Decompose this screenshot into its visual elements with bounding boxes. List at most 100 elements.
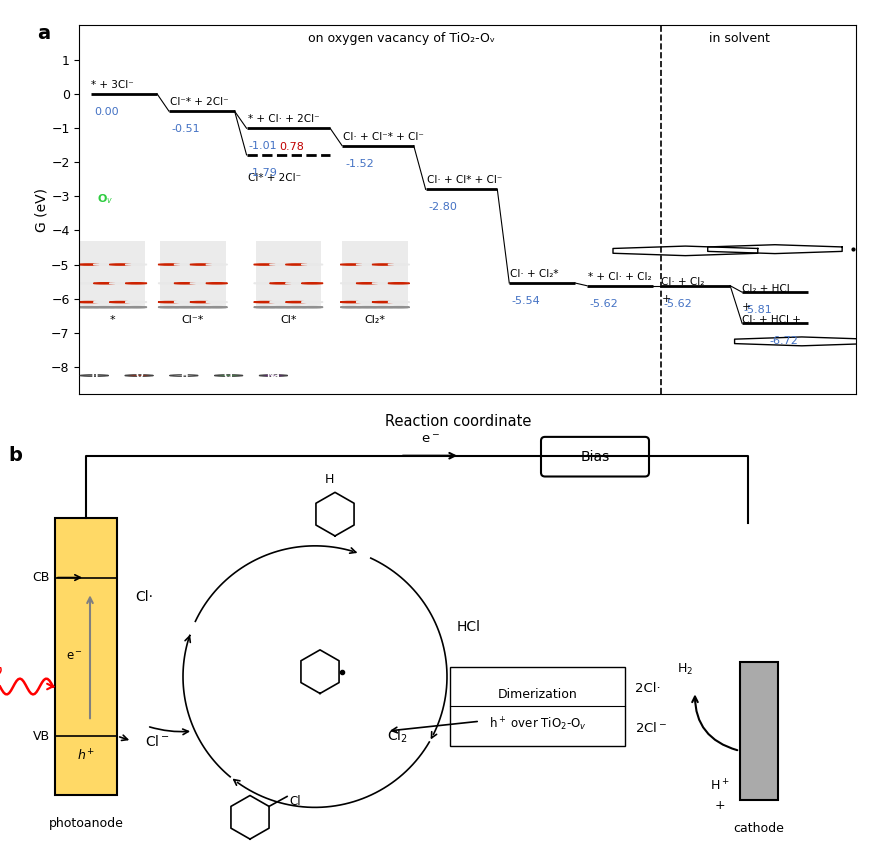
Text: H$^+$: H$^+$ [710, 778, 729, 793]
Text: a: a [38, 24, 50, 42]
Circle shape [125, 307, 146, 308]
Text: Cl₂ + HCl: Cl₂ + HCl [742, 284, 790, 294]
Circle shape [190, 302, 212, 303]
Circle shape [78, 302, 99, 303]
Text: Cl* + 2Cl⁻: Cl* + 2Cl⁻ [248, 173, 301, 182]
Circle shape [356, 302, 377, 303]
Circle shape [78, 282, 99, 284]
Text: b: b [8, 446, 22, 465]
Circle shape [259, 375, 288, 377]
Text: 0.78: 0.78 [279, 142, 303, 153]
Text: +: + [714, 799, 725, 812]
Circle shape [356, 307, 377, 308]
Circle shape [93, 302, 115, 303]
Text: Cl*: Cl* [280, 315, 296, 325]
Circle shape [190, 307, 212, 308]
Circle shape [254, 307, 275, 308]
Circle shape [206, 307, 228, 308]
Circle shape [93, 307, 115, 308]
Circle shape [158, 302, 180, 303]
Circle shape [125, 282, 146, 284]
Circle shape [388, 264, 409, 265]
Text: Cl· + Cl₂: Cl· + Cl₂ [662, 277, 705, 287]
Circle shape [302, 264, 323, 265]
Circle shape [372, 302, 393, 303]
Circle shape [302, 307, 323, 308]
Text: Ti: Ti [90, 371, 99, 380]
Text: -5.54: -5.54 [512, 296, 541, 306]
Text: -1.01: -1.01 [249, 142, 278, 151]
Bar [740, 661, 778, 801]
Text: Dimerization: Dimerization [498, 688, 578, 701]
Text: -2.80: -2.80 [428, 203, 457, 212]
Text: Reaction coordinate: Reaction coordinate [385, 414, 532, 429]
Text: in solvent: in solvent [708, 31, 770, 45]
Text: O$_v$: O$_v$ [97, 192, 114, 206]
Text: photoanode: photoanode [49, 817, 123, 830]
Text: Na: Na [266, 371, 280, 380]
Circle shape [254, 302, 275, 303]
Y-axis label: G (eV): G (eV) [34, 188, 49, 232]
Text: * + Cl· + Cl₂: * + Cl· + Cl₂ [588, 271, 652, 282]
Text: Cl$_2$: Cl$_2$ [387, 728, 407, 745]
Text: H: H [180, 371, 188, 380]
Circle shape [190, 282, 212, 284]
Bar [55, 518, 117, 795]
Circle shape [372, 264, 393, 265]
Text: e$^-$: e$^-$ [421, 432, 439, 446]
Text: Bias: Bias [580, 449, 609, 464]
Text: Cl⁻* + 2Cl⁻: Cl⁻* + 2Cl⁻ [170, 97, 228, 107]
Circle shape [125, 264, 146, 265]
Text: 2Cl$^-$: 2Cl$^-$ [635, 721, 667, 735]
Text: on oxygen vacancy of TiO₂-Oᵥ: on oxygen vacancy of TiO₂-Oᵥ [308, 31, 496, 45]
Circle shape [356, 282, 377, 284]
Circle shape [214, 375, 243, 377]
Circle shape [340, 307, 362, 308]
Text: Cl·: Cl· [135, 590, 153, 605]
Text: *: * [109, 315, 115, 325]
Circle shape [78, 264, 99, 265]
Text: -5.81: -5.81 [744, 305, 773, 315]
Circle shape [174, 302, 196, 303]
Circle shape [124, 375, 153, 377]
FancyBboxPatch shape [541, 437, 649, 477]
Circle shape [286, 282, 307, 284]
Circle shape [340, 302, 362, 303]
Text: Cl$^-$: Cl$^-$ [145, 734, 169, 749]
Circle shape [254, 264, 275, 265]
Text: $h\nu$: $h\nu$ [0, 662, 4, 681]
Text: VB: VB [33, 729, 50, 743]
Bar [450, 667, 625, 746]
Circle shape [302, 302, 323, 303]
Text: +: + [742, 302, 751, 312]
Text: cathode: cathode [734, 823, 784, 835]
Text: Cl: Cl [289, 795, 301, 807]
Text: -6.72: -6.72 [769, 337, 798, 346]
Bar [342, 241, 407, 309]
Circle shape [80, 375, 108, 377]
Circle shape [93, 282, 115, 284]
Text: H: H [325, 473, 334, 487]
Circle shape [174, 282, 196, 284]
Text: CB: CB [33, 571, 50, 584]
Circle shape [388, 307, 409, 308]
Circle shape [158, 264, 180, 265]
Bar [256, 241, 321, 309]
Text: Cl: Cl [224, 371, 234, 380]
Circle shape [356, 264, 377, 265]
Circle shape [109, 307, 131, 308]
Circle shape [286, 264, 307, 265]
Circle shape [340, 264, 362, 265]
Text: H$_2$: H$_2$ [676, 661, 693, 677]
Text: HCl: HCl [457, 620, 481, 634]
Text: * + Cl· + 2Cl⁻: * + Cl· + 2Cl⁻ [248, 114, 319, 124]
Circle shape [109, 302, 131, 303]
Text: h$^+$ over TiO$_2$-O$_v$: h$^+$ over TiO$_2$-O$_v$ [490, 716, 587, 733]
Text: Cl₂*: Cl₂* [364, 315, 385, 325]
Text: e$^-$: e$^-$ [66, 650, 83, 663]
Circle shape [78, 307, 99, 308]
Bar [79, 241, 145, 309]
Circle shape [174, 264, 196, 265]
Text: Cl⁻*: Cl⁻* [182, 315, 204, 325]
Circle shape [270, 282, 291, 284]
